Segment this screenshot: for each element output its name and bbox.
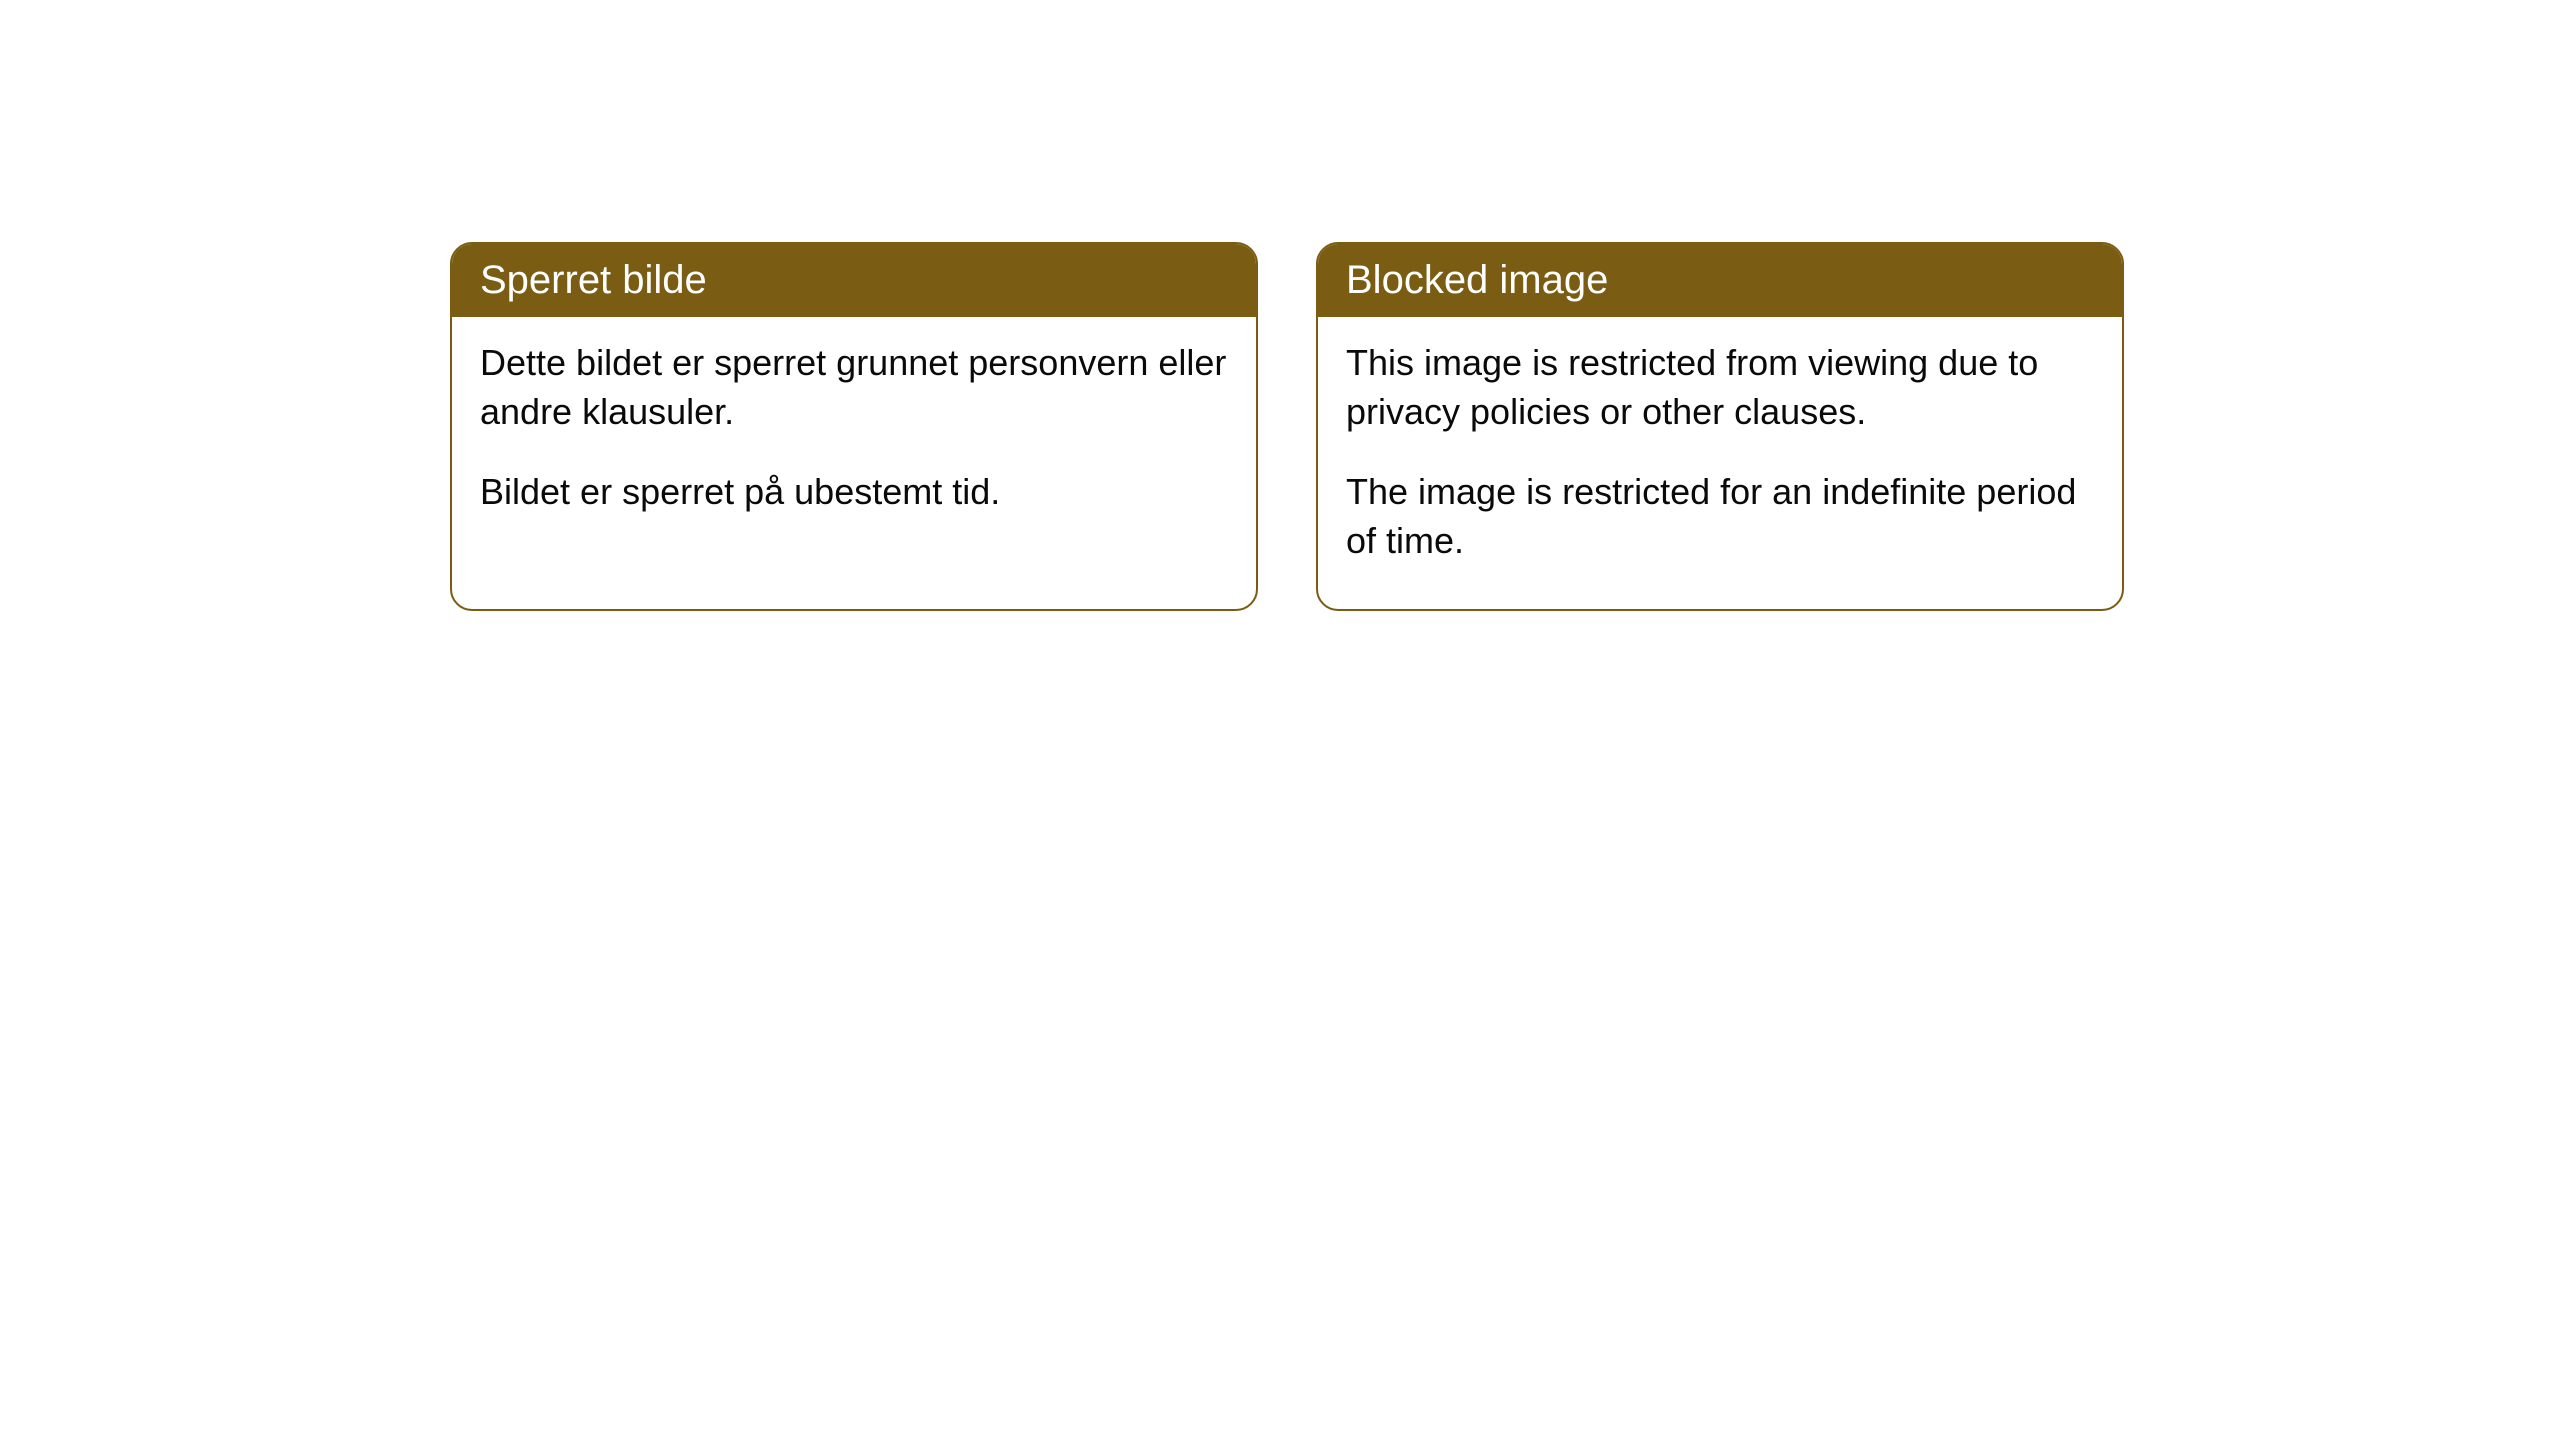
card-body-no: Dette bildet er sperret grunnet personve… — [452, 317, 1256, 561]
blocked-image-card-no: Sperret bilde Dette bildet er sperret gr… — [450, 242, 1258, 611]
card-text-no-2: Bildet er sperret på ubestemt tid. — [480, 468, 1228, 517]
card-text-en-1: This image is restricted from viewing du… — [1346, 339, 2094, 436]
notice-cards-container: Sperret bilde Dette bildet er sperret gr… — [450, 242, 2124, 611]
blocked-image-card-en: Blocked image This image is restricted f… — [1316, 242, 2124, 611]
card-body-en: This image is restricted from viewing du… — [1318, 317, 2122, 609]
card-text-en-2: The image is restricted for an indefinit… — [1346, 468, 2094, 565]
card-text-no-1: Dette bildet er sperret grunnet personve… — [480, 339, 1228, 436]
card-title-en: Blocked image — [1346, 258, 1608, 302]
card-header-en: Blocked image — [1318, 244, 2122, 317]
card-title-no: Sperret bilde — [480, 258, 707, 302]
card-header-no: Sperret bilde — [452, 244, 1256, 317]
